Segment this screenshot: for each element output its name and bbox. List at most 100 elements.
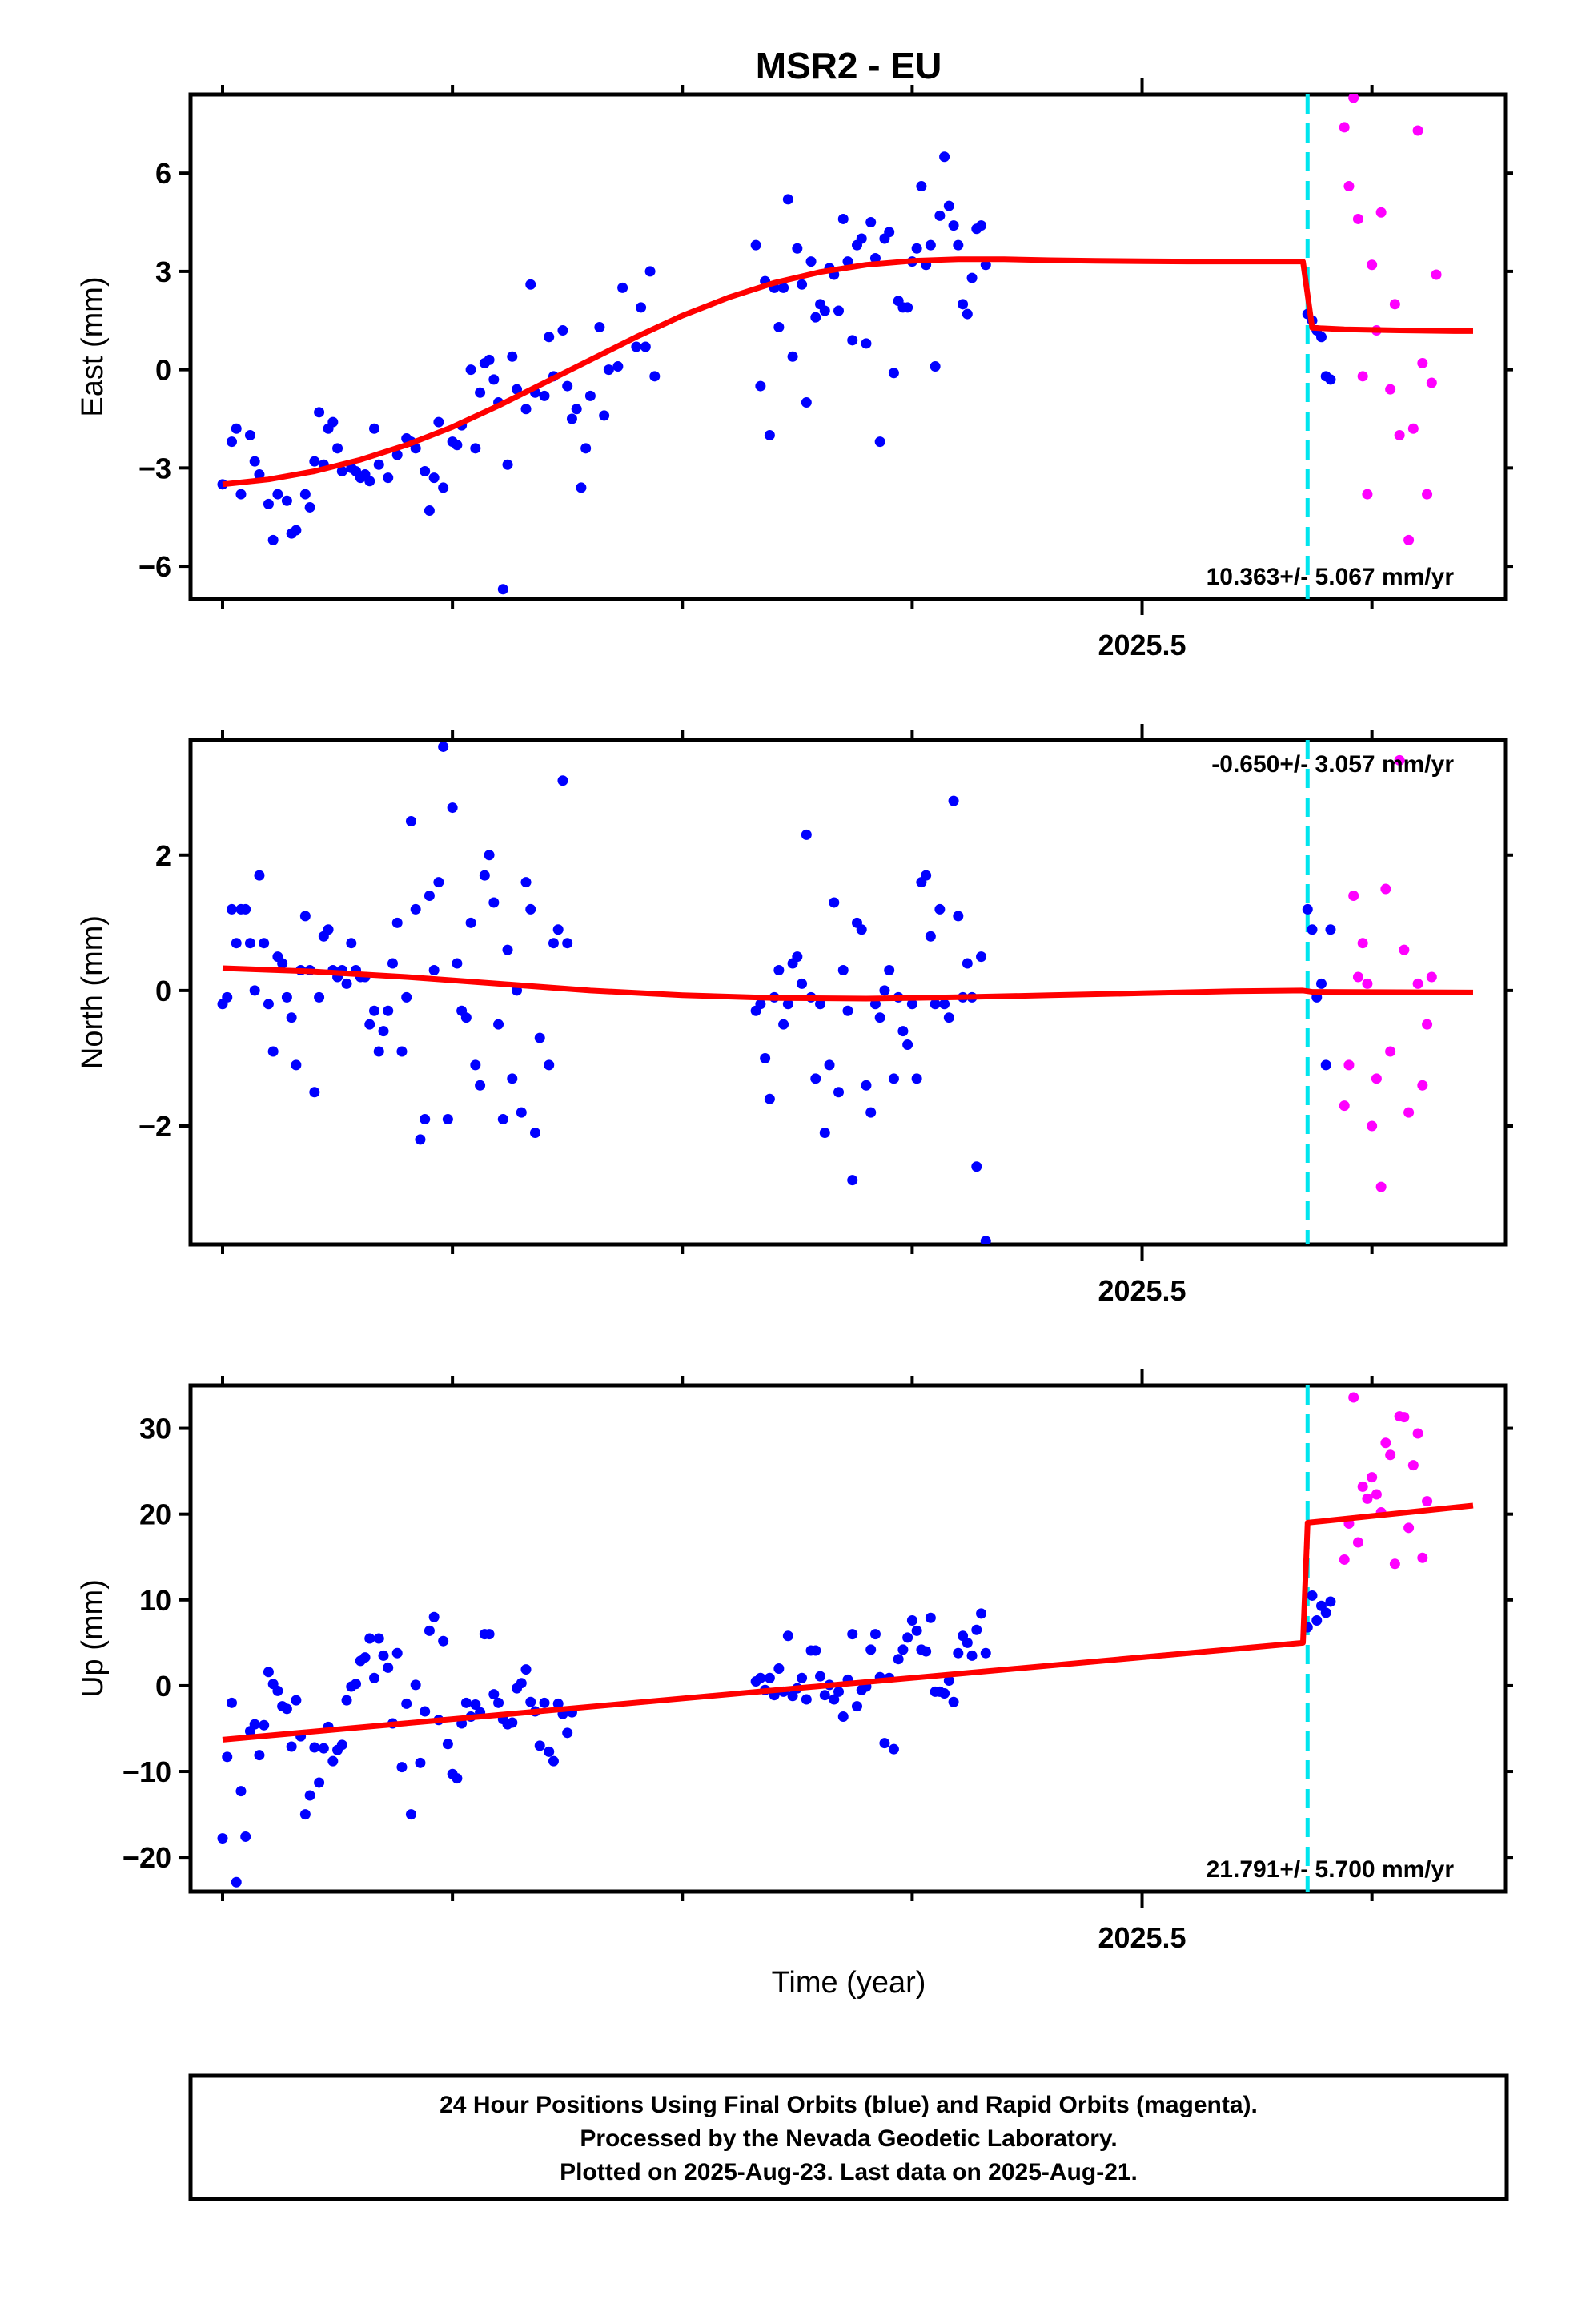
east-final-point	[966, 272, 978, 283]
north-final-point	[530, 1127, 540, 1138]
east-final-point	[865, 217, 877, 228]
north-final-point	[925, 931, 936, 942]
up-final-point	[341, 1695, 352, 1706]
north-final-point	[874, 1012, 885, 1023]
east-final-point	[433, 416, 444, 428]
north-xtick-label: 2025.5	[1098, 1274, 1186, 1307]
up-final-point	[548, 1755, 559, 1767]
north-final-point	[534, 1032, 545, 1043]
up-rapid-point	[1417, 1552, 1428, 1563]
north-final-point	[778, 1019, 789, 1030]
east-rapid-point	[1422, 489, 1433, 500]
up-final-point	[829, 1694, 840, 1705]
north-rapid-point	[1339, 1100, 1350, 1112]
east-final-point	[428, 472, 440, 484]
east-final-point	[943, 200, 954, 211]
north-final-point	[921, 870, 932, 881]
north-final-point	[442, 1114, 453, 1125]
north-final-point	[1307, 924, 1318, 935]
up-ytick-label: 0	[155, 1670, 171, 1703]
east-final-point	[612, 361, 624, 372]
east-final-point	[544, 332, 555, 343]
east-rapid-point	[1357, 371, 1368, 382]
east-final-point	[507, 351, 518, 362]
east-final-point	[576, 482, 587, 493]
east-final-point	[617, 282, 628, 293]
up-rapid-point	[1362, 1493, 1373, 1504]
north-final-point	[484, 850, 495, 861]
up-final-point	[976, 1608, 987, 1619]
north-final-point	[405, 815, 416, 826]
east-rapid-point	[1417, 357, 1428, 368]
north-rapid-point	[1343, 1059, 1355, 1071]
east-final-point	[764, 429, 775, 440]
north-final-point	[346, 938, 357, 949]
up-frame	[188, 1383, 1508, 1894]
east-final-point	[599, 410, 610, 421]
north-rapid-point	[1357, 938, 1368, 949]
up-final-point	[460, 1697, 472, 1708]
east-rapid-point	[1407, 423, 1419, 434]
north-final-point	[962, 958, 973, 969]
up-final-point	[263, 1667, 274, 1678]
east-final-point	[837, 213, 849, 224]
east-model-line	[222, 256, 1473, 488]
north-final-point	[939, 999, 950, 1010]
up-final-point	[953, 1647, 964, 1659]
east-final-point	[953, 239, 964, 251]
north-final-point	[244, 938, 255, 949]
north-final-point	[833, 1087, 845, 1098]
north-final-point	[254, 870, 265, 881]
north-final-point	[226, 903, 237, 915]
east-rapid-point	[1339, 122, 1350, 133]
east-final-point	[792, 243, 803, 254]
up-ytick-label: 20	[139, 1498, 171, 1531]
east-final-point	[980, 259, 991, 271]
north-final-point	[1302, 903, 1313, 915]
east-final-point	[226, 436, 237, 448]
east-final-point	[869, 253, 881, 264]
north-final-point	[314, 991, 325, 1003]
up-final-point	[391, 1647, 403, 1659]
up-final-point	[810, 1645, 821, 1656]
north-final-point	[460, 1012, 472, 1023]
east-rapid-point	[1348, 94, 1359, 103]
up-final-point	[364, 1633, 375, 1644]
north-final-point	[548, 938, 559, 949]
east-final-point	[281, 495, 292, 506]
east-final-point	[484, 354, 495, 365]
east-final-point	[644, 266, 656, 277]
east-frame	[188, 92, 1508, 601]
east-final-point	[874, 436, 885, 448]
east-rapid-point	[1375, 207, 1387, 218]
up-final-point	[801, 1694, 812, 1705]
north-final-point	[497, 1114, 508, 1125]
up-points	[217, 1392, 1474, 1888]
up-final-point	[552, 1698, 564, 1709]
up-rapid-point	[1357, 1481, 1368, 1492]
east-rapid-point	[1431, 269, 1442, 280]
east-final-point	[391, 449, 403, 460]
up-final-point	[383, 1662, 394, 1673]
east-ytick-label: −6	[139, 550, 171, 583]
up-final-point	[1320, 1607, 1331, 1618]
north-rapid-point	[1362, 978, 1373, 989]
north-final-point	[479, 870, 490, 881]
east-final-point	[962, 308, 973, 320]
east-final-point	[842, 256, 853, 267]
east-final-point	[797, 279, 808, 290]
north-final-point	[902, 1039, 913, 1051]
up-rapid-point	[1371, 1489, 1382, 1500]
east-rapid-point	[1385, 384, 1396, 395]
east-final-point	[782, 194, 793, 205]
east-points	[217, 94, 1473, 595]
up-final-point	[304, 1790, 315, 1801]
east-final-point	[304, 501, 315, 513]
north-final-point	[401, 991, 412, 1003]
up-final-point	[488, 1689, 500, 1700]
east-final-point	[640, 341, 651, 352]
up-rapid-point	[1348, 1392, 1359, 1403]
east-xtick-label: 2025.5	[1098, 629, 1186, 661]
east-final-point	[773, 321, 785, 332]
